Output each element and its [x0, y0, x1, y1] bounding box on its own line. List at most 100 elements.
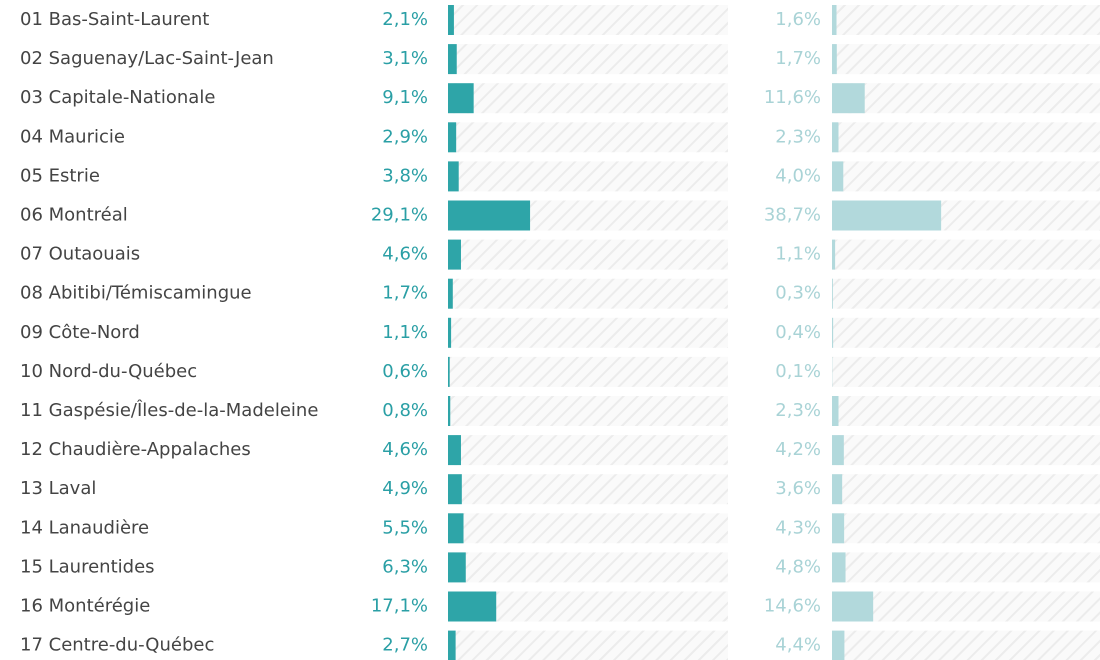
- value-label: 1,7%: [775, 48, 821, 69]
- bar-track: [448, 317, 728, 348]
- value-label: 2,1%: [382, 9, 428, 30]
- bar-track: [832, 161, 1100, 192]
- value-label: 1,7%: [382, 283, 428, 304]
- bar-track: [832, 239, 1100, 270]
- bar-track: [448, 239, 728, 270]
- region-label: 08 Abitibi/Témiscamingue: [20, 283, 252, 304]
- region-label: 04 Mauricie: [20, 126, 125, 147]
- region-label: 12 Chaudière-Appalaches: [20, 439, 251, 460]
- value-label: 2,3%: [775, 126, 821, 147]
- bar-track: [448, 552, 728, 583]
- bar-track: [448, 5, 728, 35]
- bar: [832, 5, 837, 35]
- value-label: 3,6%: [775, 478, 821, 499]
- value-label: 6,3%: [382, 556, 428, 577]
- bar-track: [448, 278, 728, 309]
- bar-track: [448, 435, 728, 466]
- value-label: 3,1%: [382, 48, 428, 69]
- bar: [832, 200, 942, 231]
- value-label: 4,0%: [775, 165, 821, 186]
- bar-track: [832, 278, 1100, 309]
- bar-track: [832, 122, 1100, 153]
- region-label: 13 Laval: [20, 478, 96, 499]
- bar-track: [832, 591, 1100, 622]
- value-label: 4,9%: [382, 478, 428, 499]
- bar-track: [448, 83, 728, 114]
- value-label: 2,9%: [382, 126, 428, 147]
- bar-track: [832, 630, 1100, 660]
- bar-track: [448, 356, 728, 387]
- bar-track: [832, 513, 1100, 544]
- bar-track: [448, 474, 728, 505]
- region-label: 14 Lanaudière: [20, 517, 149, 538]
- value-label: 5,5%: [382, 517, 428, 538]
- bar: [832, 83, 865, 114]
- bar: [832, 630, 845, 660]
- bar-track: [832, 396, 1100, 426]
- value-label: 2,7%: [382, 635, 428, 656]
- bar-track: [832, 44, 1100, 75]
- value-label: 1,1%: [775, 244, 821, 265]
- region-label: 07 Outaouais: [20, 244, 140, 265]
- value-label: 14,6%: [764, 596, 821, 617]
- value-label: 0,6%: [382, 361, 428, 382]
- bar: [448, 474, 462, 505]
- bar: [832, 278, 833, 309]
- value-label: 4,6%: [382, 439, 428, 460]
- bar-track: [832, 435, 1100, 466]
- region-label: 05 Estrie: [20, 165, 100, 186]
- value-label: 11,6%: [764, 87, 821, 108]
- value-label: 17,1%: [371, 596, 428, 617]
- value-label: 0,4%: [775, 322, 821, 343]
- value-label: 1,6%: [775, 9, 821, 30]
- bar: [448, 356, 450, 387]
- region-label: 03 Capitale-Nationale: [20, 87, 215, 108]
- bar: [448, 630, 456, 660]
- bar: [832, 122, 839, 153]
- value-label: 38,7%: [764, 205, 821, 226]
- region-label: 01 Bas-Saint-Laurent: [20, 9, 209, 30]
- region-label: 17 Centre-du-Québec: [20, 635, 214, 656]
- bar: [448, 239, 461, 270]
- bar: [832, 474, 843, 505]
- value-label: 3,8%: [382, 165, 428, 186]
- bar: [448, 278, 453, 309]
- bar: [448, 513, 464, 544]
- bar-track: [832, 83, 1100, 114]
- value-label: 4,3%: [775, 517, 821, 538]
- bar: [448, 161, 459, 192]
- bar: [832, 513, 845, 544]
- bar-track: [448, 44, 728, 75]
- bar: [832, 435, 844, 466]
- bar: [448, 5, 454, 35]
- value-label: 0,3%: [775, 283, 821, 304]
- bar-track: [832, 356, 1100, 387]
- bar-track: [448, 161, 728, 192]
- bar-track: [832, 474, 1100, 505]
- value-label: 9,1%: [382, 87, 428, 108]
- bar: [832, 317, 834, 348]
- region-label: 06 Montréal: [20, 205, 128, 226]
- bar: [448, 317, 452, 348]
- bar-track: [832, 317, 1100, 348]
- bar-track: [832, 5, 1100, 35]
- region-label: 09 Côte-Nord: [20, 322, 140, 343]
- bar: [448, 396, 451, 426]
- value-label: 1,1%: [382, 322, 428, 343]
- value-label: 4,6%: [382, 244, 428, 265]
- bar: [448, 200, 531, 231]
- bar: [832, 591, 874, 622]
- value-label: 0,8%: [382, 400, 428, 421]
- value-label: 4,8%: [775, 556, 821, 577]
- bar-track: [448, 513, 728, 544]
- bar-track: [448, 396, 728, 426]
- region-label: 16 Montérégie: [20, 596, 150, 617]
- bar-track: [832, 552, 1100, 583]
- value-label: 0,1%: [775, 361, 821, 382]
- region-label: 11 Gaspésie/Îles-de-la-Madeleine: [20, 399, 318, 421]
- bar-track: [448, 630, 728, 660]
- bar: [832, 161, 844, 192]
- region-label: 10 Nord-du-Québec: [20, 361, 197, 382]
